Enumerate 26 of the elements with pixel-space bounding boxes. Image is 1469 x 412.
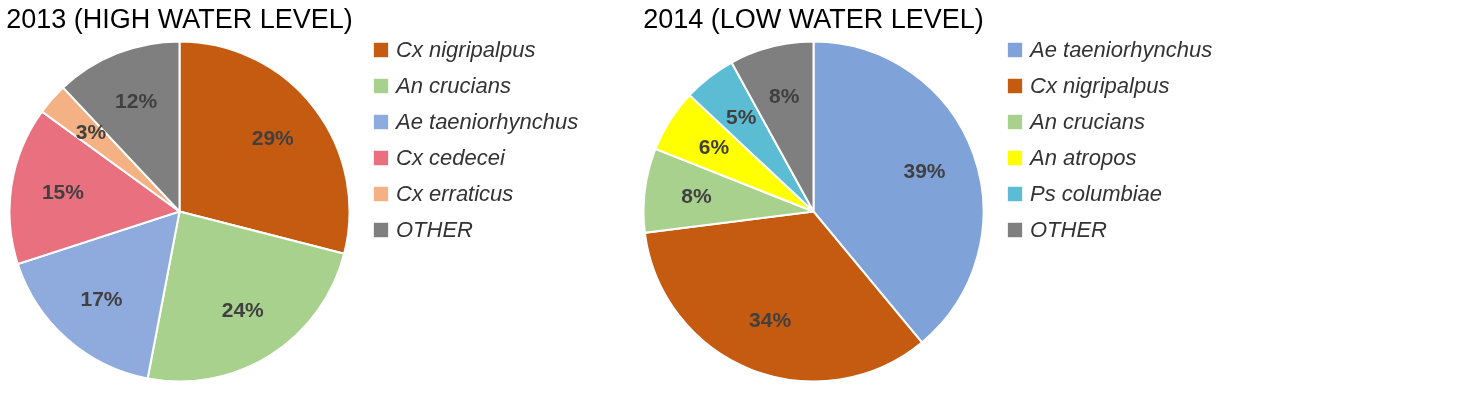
legend-label: Cx nigripalpus [1030, 73, 1170, 98]
chart-title: 2014 (LOW WATER LEVEL) [643, 3, 984, 34]
legend-label: OTHER [1030, 217, 1108, 242]
data-label: 17% [80, 287, 123, 311]
data-label: 8% [681, 183, 712, 207]
data-label: 15% [41, 180, 85, 204]
legend-label: Ae taeniorhynchus [394, 109, 579, 134]
data-label: 34% [749, 308, 792, 332]
data-label: 24% [221, 298, 265, 322]
legend-label: An crucians [1028, 109, 1145, 134]
data-label: 6% [698, 135, 730, 159]
legend-label: Cx erraticus [396, 181, 514, 206]
legend-label: An atropos [1028, 145, 1137, 170]
data-label: 3% [75, 120, 107, 144]
data-label: 39% [903, 158, 946, 182]
legend-label: An crucians [394, 73, 511, 98]
legend-label: Ae taeniorhynchus [1028, 37, 1213, 62]
data-label: 29% [251, 126, 295, 150]
legend-label: OTHER [396, 217, 474, 242]
data-label: 5% [726, 105, 757, 129]
chart-title: 2013 (HIGH WATER LEVEL) [6, 3, 353, 34]
legend-label: Cx nigripalpus [396, 37, 536, 62]
legend-label: Ps columbiae [1030, 181, 1163, 206]
data-label: 8% [768, 84, 800, 108]
data-label: 12% [115, 88, 158, 112]
legend-label: Cx cedecei [396, 145, 506, 170]
